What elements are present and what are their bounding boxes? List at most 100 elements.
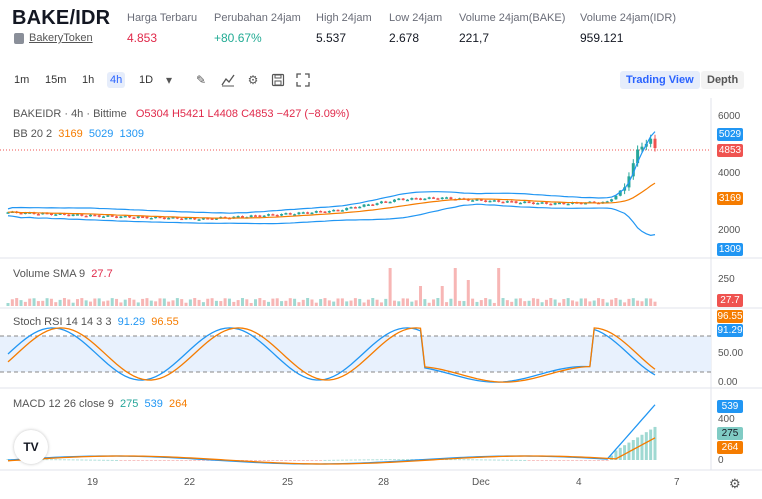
volume-bar (75, 299, 79, 306)
candle-body (388, 201, 392, 204)
volume-bar (388, 268, 392, 306)
dropdown-caret-icon[interactable]: ▾ (165, 73, 173, 87)
volume-bar (267, 301, 271, 306)
candle-body (36, 214, 40, 216)
stoch-k-line (7, 327, 656, 383)
macd-hist-bar (71, 459, 75, 461)
candle-body (75, 214, 79, 216)
macd-hist-bar (366, 459, 370, 461)
price-tick: 6000 (718, 111, 741, 122)
candle-body (210, 218, 214, 220)
macd-hist-bar (288, 460, 292, 461)
candle-body (62, 213, 66, 215)
fullscreen-icon[interactable] (296, 73, 310, 87)
stat-label: Volume 24jam(IDR) (580, 12, 676, 24)
volume-bar (319, 299, 323, 306)
macd-hist-bar (336, 459, 340, 461)
token-icon (14, 32, 24, 44)
volume-bar (427, 302, 431, 306)
candle-body (171, 217, 175, 219)
volume-bar (123, 299, 127, 306)
token-link[interactable]: BakeryToken (14, 32, 93, 44)
candle-body (536, 203, 540, 205)
volume-bar (597, 298, 601, 306)
macd-hist-bar (188, 460, 192, 461)
macd-hist-bar (184, 460, 188, 461)
volume-bar (89, 301, 93, 306)
tradingview-logo-icon[interactable]: TV (14, 430, 48, 464)
macd-hist-bar (562, 460, 566, 461)
candle-body (358, 206, 362, 209)
macd-hist-bar (362, 459, 366, 461)
timeframe-1d[interactable]: 1D (139, 74, 154, 86)
candle-body (405, 199, 409, 202)
macd-hist-bar (597, 460, 601, 461)
timeframe-1h[interactable]: 1h (82, 74, 95, 86)
macd-hist-bar (119, 460, 123, 461)
trading-view-tab[interactable]: Trading View (620, 71, 700, 89)
candle-body (584, 202, 588, 205)
candle-body (614, 195, 618, 200)
volume-bar (188, 299, 192, 306)
change-value: −427 (−8.09%) (276, 108, 350, 120)
macd-hist-bar (332, 459, 336, 461)
chart-canvas[interactable] (0, 98, 762, 499)
macd-hist-bar (505, 459, 509, 461)
indicators-icon[interactable] (221, 73, 235, 87)
candle-body (410, 198, 414, 200)
volume-bar (67, 299, 71, 306)
candle-body (262, 215, 266, 218)
volume-bar (601, 298, 605, 306)
macd-hist-bar (453, 459, 457, 461)
macd-hist-bar (618, 447, 622, 460)
candle-body (154, 216, 158, 219)
candle-body (366, 204, 370, 206)
macd-hist-bar (592, 460, 596, 461)
save-icon[interactable] (271, 73, 285, 87)
candle-body (49, 213, 53, 216)
candle-body (180, 218, 184, 221)
volume-bar (358, 298, 362, 306)
volume-bar (366, 299, 370, 306)
price-chart[interactable]: BAKEIDR · 4h · Bittime O5304 H5421 L4408… (0, 98, 762, 499)
depth-tab[interactable]: Depth (701, 71, 745, 89)
candle-body (319, 211, 323, 213)
candle-body (479, 199, 483, 201)
macd-hist-bar (310, 460, 314, 461)
macd-hist-bar (510, 459, 514, 461)
macd-hist-bar (293, 460, 297, 461)
token-name[interactable]: BakeryToken (29, 32, 93, 44)
volume-bar (23, 301, 27, 306)
macd-hist-bar (579, 460, 583, 461)
macd-hist-bar (575, 460, 579, 461)
macd-hist-bar (314, 460, 318, 461)
macd-hist-bar (93, 459, 97, 461)
candle-body (306, 212, 310, 214)
candle-body (123, 215, 127, 218)
macd-hist-bar (258, 460, 262, 461)
macd-hist-bar (392, 459, 396, 461)
settings-icon[interactable]: ⚙ (247, 73, 259, 87)
macd-hist-bar (149, 460, 153, 461)
candle-body (301, 212, 305, 214)
candle-body (379, 201, 383, 204)
volume-bar (258, 298, 262, 306)
volume-bar (432, 299, 436, 306)
stat-high-24h: High 24jam 5.537 (316, 12, 372, 45)
candle-body (80, 214, 84, 216)
macd-hist-bar (566, 460, 570, 461)
candle-body (540, 202, 544, 204)
draw-icon[interactable]: ✎ (195, 73, 207, 87)
macd-hist-bar (110, 459, 114, 461)
timeframe-1m[interactable]: 1m (14, 74, 30, 86)
macd-legend: MACD 12 26 close 9 275 539 264 (13, 398, 187, 410)
volume-bar (45, 298, 49, 306)
volume-bar (631, 298, 635, 306)
timeframe-4h[interactable]: 4h (107, 72, 126, 88)
timeframe-15m[interactable]: 15m (45, 74, 67, 86)
candle-body (471, 200, 475, 202)
candle-body (280, 214, 284, 216)
stat-value: 221,7 (459, 31, 490, 45)
chart-settings-gear-icon[interactable]: ⚙ (729, 476, 741, 491)
ohlc-legend: BAKEIDR · 4h · Bittime O5304 H5421 L4408… (13, 108, 349, 120)
